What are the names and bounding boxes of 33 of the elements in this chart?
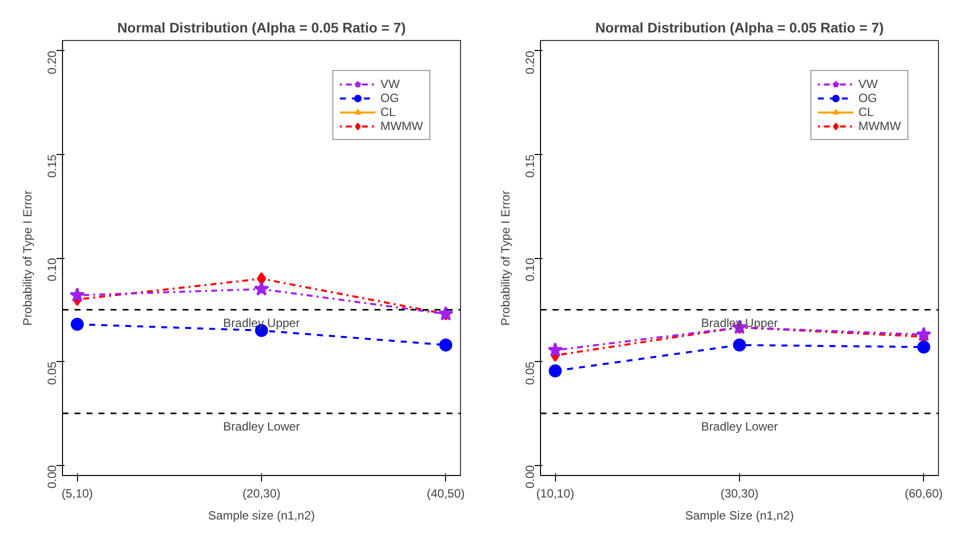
y-tick-label: 0.05 — [45, 361, 59, 385]
x-tick-label: (20,30) — [242, 486, 281, 500]
legend-label: MWMW — [380, 119, 423, 133]
legend-label: CL — [380, 105, 397, 119]
legend-label: VW — [858, 77, 878, 91]
legend-label: OG — [858, 91, 878, 105]
y-tick-label: 0.00 — [45, 464, 59, 488]
y-tick-label: 0.15 — [45, 154, 59, 178]
legend-label: CL — [858, 105, 875, 119]
y-axis-title: Probability of Type I Error — [498, 190, 512, 326]
legend-label: MWMW — [858, 119, 901, 133]
x-axis-title: Sample Size (n1,n2) — [685, 508, 794, 522]
x-tick-label: (40,50) — [426, 486, 465, 500]
x-axis-title: Sample size (n1,n2) — [208, 508, 315, 522]
legend-label: OG — [380, 91, 400, 105]
chart-title: Normal Distribution (Alpha = 0.05 Ratio = 7) — [595, 20, 884, 36]
y-axis-title: Probability of Type I Error — [20, 190, 34, 326]
y-tick-label: 0.00 — [523, 464, 537, 488]
x-tick-label: (30,30) — [720, 486, 759, 500]
y-tick-label: 0.15 — [523, 154, 537, 178]
x-tick-label: (5,10) — [62, 486, 93, 500]
x-tick-label: (60,60) — [904, 486, 943, 500]
legend-label: VW — [380, 77, 400, 91]
y-tick-label: 0.10 — [523, 258, 537, 282]
ref-line-label: Bradley Lower — [223, 419, 300, 434]
y-tick-label: 0.10 — [45, 258, 59, 282]
ref-line-label: Bradley Upper — [223, 316, 300, 330]
ref-line-label: Bradley Lower — [701, 419, 778, 434]
y-tick-label: 0.20 — [523, 50, 537, 74]
y-tick-label: 0.05 — [523, 361, 537, 385]
x-tick-label: (10,10) — [536, 486, 574, 500]
y-tick-label: 0.20 — [45, 50, 59, 74]
chart-title: Normal Distribution (Alpha = 0.05 Ratio = 7) — [117, 20, 406, 36]
